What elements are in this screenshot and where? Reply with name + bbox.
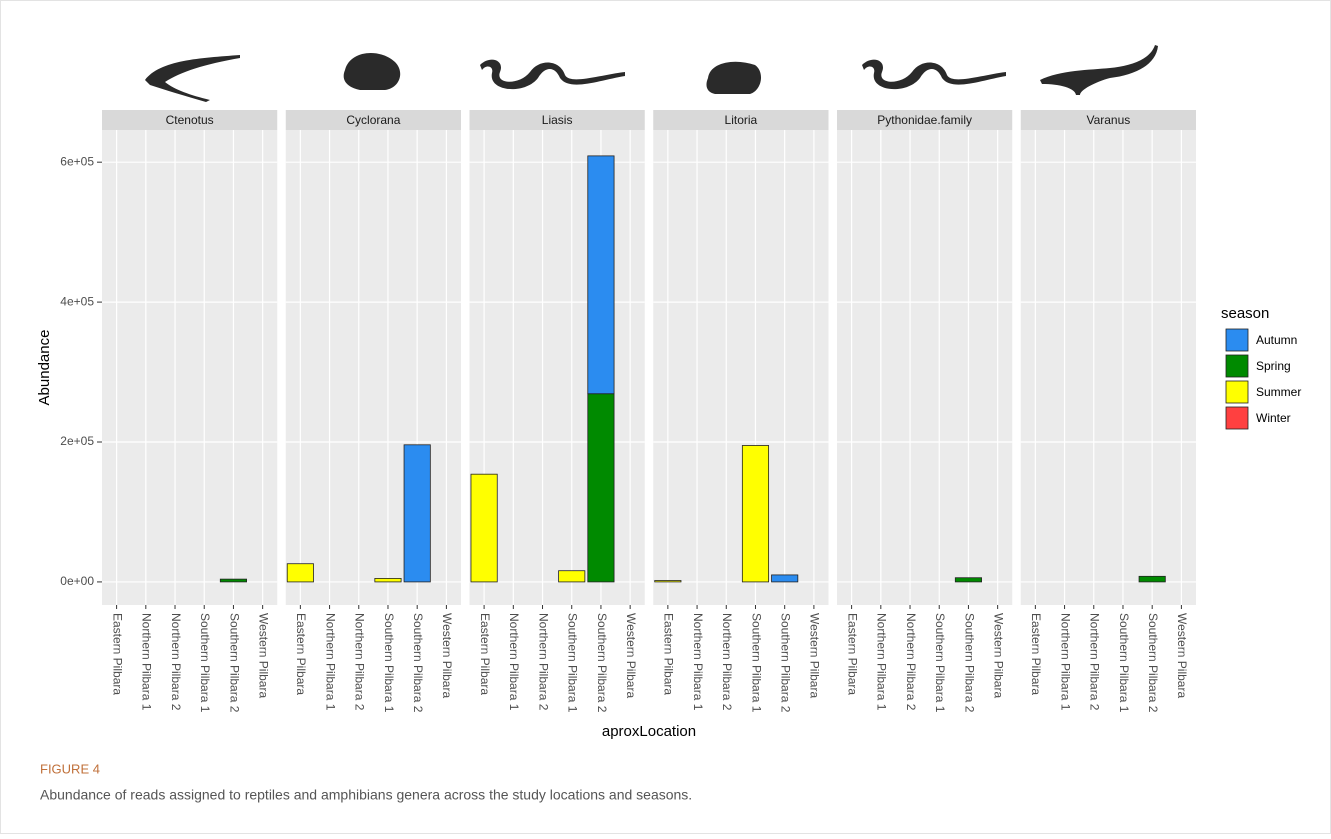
x-tick-label: Southern Pilbara 1 [382, 613, 396, 713]
panel-background [837, 130, 1012, 605]
bar [742, 446, 768, 582]
figure-label: FIGURE 4 [40, 761, 100, 776]
bar [559, 571, 585, 582]
bar [287, 564, 313, 582]
bar [588, 394, 614, 582]
facet-title: Varanus [1086, 113, 1130, 127]
x-tick-label: Northern Pilbara 2 [353, 613, 367, 711]
x-tick-label: Southern Pilbara 2 [962, 613, 976, 713]
bar [655, 581, 681, 582]
x-tick-label: Southern Pilbara 2 [411, 613, 425, 713]
bar [772, 575, 798, 582]
x-tick-label: Eastern Pilbara [478, 613, 492, 695]
legend-label: Winter [1256, 411, 1291, 425]
y-axis-title: Abundance [36, 330, 53, 406]
x-tick-label: Southern Pilbara 1 [749, 613, 763, 713]
legend-title: season [1221, 305, 1269, 322]
facet-title: Liasis [542, 113, 573, 127]
bar [955, 578, 981, 582]
legend-key [1226, 381, 1248, 403]
panel-background [1021, 130, 1196, 605]
facet-title: Litoria [725, 113, 758, 127]
legend-key [1226, 355, 1248, 377]
legend-label: Summer [1256, 385, 1301, 399]
x-tick-label: Northern Pilbara 2 [169, 613, 183, 711]
x-tick-label: Eastern Pilbara [1029, 613, 1043, 695]
bar [471, 474, 497, 582]
legend-label: Autumn [1256, 333, 1297, 347]
x-tick-label: Northern Pilbara 1 [1058, 613, 1072, 711]
x-tick-label: Eastern Pilbara [110, 613, 124, 695]
x-tick-label: Western Pilbara [256, 613, 270, 698]
x-tick-label: Western Pilbara [440, 613, 454, 698]
x-tick-label: Western Pilbara [624, 613, 638, 698]
x-tick-label: Northern Pilbara 2 [720, 613, 734, 711]
x-tick-label: Eastern Pilbara [845, 613, 859, 695]
x-tick-label: Northern Pilbara 2 [904, 613, 918, 711]
x-tick-label: Eastern Pilbara [294, 613, 308, 695]
y-tick-label: 6e+05 [60, 154, 94, 168]
bar [404, 445, 430, 582]
figure: 0e+00 2e+05 4e+05 6e+05 Abundance aproxLocati… [0, 0, 1331, 834]
x-tick-label: Western Pilbara [991, 613, 1005, 698]
x-tick-label: Southern Pilbara 2 [595, 613, 609, 713]
x-tick-label: Northern Pilbara 1 [507, 613, 521, 711]
facet-title: Pythonidae.family [877, 113, 972, 127]
facet-title: Ctenotus [166, 113, 214, 127]
x-tick-label: Southern Pilbara 2 [779, 613, 793, 713]
x-tick-label: Western Pilbara [808, 613, 822, 698]
x-tick-label: Northern Pilbara 1 [323, 613, 337, 711]
panel-background [653, 130, 828, 605]
y-tick-label: 4e+05 [60, 294, 94, 308]
bar [588, 156, 614, 394]
facet-title: Cyclorana [346, 113, 400, 127]
figure-caption: Abundance of reads assigned to reptiles … [40, 787, 692, 803]
legend-key [1226, 329, 1248, 351]
x-tick-label: Northern Pilbara 1 [691, 613, 705, 711]
legend-key [1226, 407, 1248, 429]
y-tick-label: 0e+00 [60, 574, 94, 588]
x-tick-label: Northern Pilbara 2 [1088, 613, 1102, 711]
panel-background [286, 130, 461, 605]
bar [375, 578, 401, 581]
x-tick-label: Southern Pilbara 2 [227, 613, 241, 713]
x-tick-label: Southern Pilbara 1 [566, 613, 580, 713]
x-tick-label: Eastern Pilbara [662, 613, 676, 695]
x-tick-label: Southern Pilbara 2 [1146, 613, 1160, 713]
panel-background [102, 130, 277, 605]
bar [220, 579, 246, 582]
x-tick-label: Northern Pilbara 1 [140, 613, 154, 711]
x-tick-label: Southern Pilbara 1 [198, 613, 212, 713]
x-tick-label: Northern Pilbara 2 [536, 613, 550, 711]
x-tick-label: Southern Pilbara 1 [933, 613, 947, 713]
x-tick-label: Western Pilbara [1175, 613, 1189, 698]
bar [1139, 576, 1165, 582]
x-tick-label: Southern Pilbara 1 [1117, 613, 1131, 713]
legend-label: Spring [1256, 359, 1291, 373]
x-axis-title: aproxLocation [602, 723, 696, 740]
x-tick-label: Northern Pilbara 1 [875, 613, 889, 711]
y-tick-label: 2e+05 [60, 434, 94, 448]
